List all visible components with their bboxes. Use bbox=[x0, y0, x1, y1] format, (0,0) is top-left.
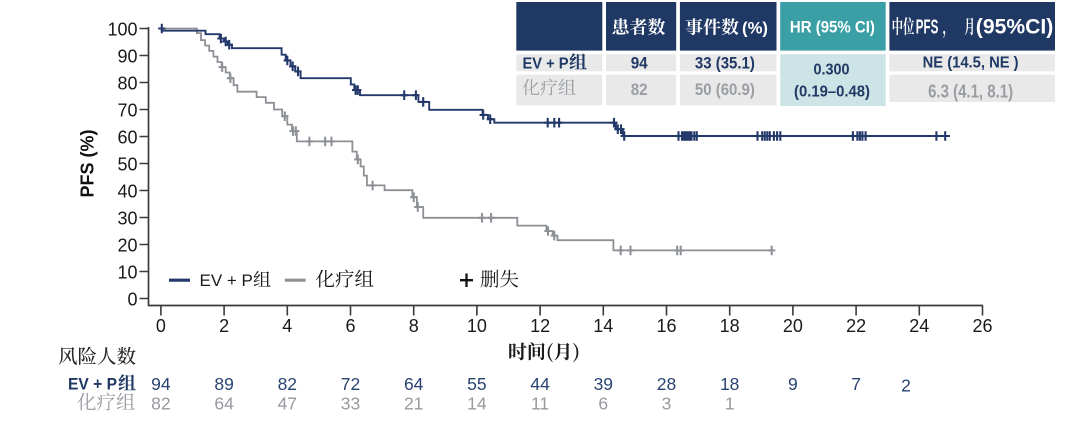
svg-text:8: 8 bbox=[409, 316, 419, 336]
svg-text:82: 82 bbox=[278, 374, 297, 394]
svg-text:72: 72 bbox=[341, 374, 360, 394]
svg-text:24: 24 bbox=[909, 316, 929, 336]
svg-text:94: 94 bbox=[151, 374, 171, 394]
svg-text:9: 9 bbox=[788, 374, 798, 394]
svg-text:14: 14 bbox=[467, 393, 487, 413]
svg-text:PFS (%): PFS (%) bbox=[78, 129, 98, 197]
svg-text:30: 30 bbox=[117, 209, 137, 229]
svg-text:94: 94 bbox=[631, 54, 648, 73]
svg-text:33: 33 bbox=[341, 393, 360, 413]
svg-text:55: 55 bbox=[467, 374, 486, 394]
svg-text:33 (35.1): 33 (35.1) bbox=[695, 54, 755, 73]
svg-text:(95%CI): (95%CI) bbox=[976, 16, 1054, 39]
svg-text:60: 60 bbox=[117, 128, 137, 148]
svg-text:2: 2 bbox=[219, 316, 229, 336]
svg-text:47: 47 bbox=[278, 393, 297, 413]
svg-text:18: 18 bbox=[720, 374, 739, 394]
svg-text:PFS: PFS bbox=[916, 17, 939, 39]
svg-text:64: 64 bbox=[404, 374, 424, 394]
svg-text:EV + P: EV + P bbox=[523, 56, 569, 73]
svg-text:(%): (%) bbox=[742, 19, 768, 38]
svg-text:10: 10 bbox=[467, 316, 487, 336]
svg-text:1: 1 bbox=[725, 393, 735, 413]
svg-text:10: 10 bbox=[117, 263, 137, 283]
svg-text:21: 21 bbox=[404, 393, 423, 413]
svg-text:EV + P: EV + P bbox=[200, 271, 253, 290]
svg-text:89: 89 bbox=[214, 374, 233, 394]
svg-text:6.3 (4.1, 8.1): 6.3 (4.1, 8.1) bbox=[928, 82, 1013, 102]
svg-text:90: 90 bbox=[117, 47, 137, 67]
svg-text:50: 50 bbox=[117, 155, 137, 175]
svg-text:6: 6 bbox=[598, 393, 608, 413]
svg-text:80: 80 bbox=[117, 74, 137, 94]
svg-text:16: 16 bbox=[656, 316, 676, 336]
svg-text:20: 20 bbox=[117, 236, 137, 256]
svg-text:EV + P: EV + P bbox=[68, 376, 117, 394]
svg-text:50 (60.9): 50 (60.9) bbox=[695, 80, 755, 99]
svg-text:82: 82 bbox=[151, 393, 170, 413]
svg-text:4: 4 bbox=[282, 316, 292, 336]
svg-text:7: 7 bbox=[851, 374, 861, 394]
svg-text:82: 82 bbox=[631, 80, 648, 99]
svg-text:NE (14.5, NE ): NE (14.5, NE ) bbox=[923, 55, 1019, 72]
svg-text:28: 28 bbox=[657, 374, 676, 394]
svg-text:0: 0 bbox=[127, 290, 137, 310]
svg-text:70: 70 bbox=[117, 101, 137, 121]
svg-text:12: 12 bbox=[530, 316, 550, 336]
svg-text:2: 2 bbox=[901, 376, 911, 396]
svg-text:6: 6 bbox=[345, 316, 355, 336]
svg-text:64: 64 bbox=[214, 393, 234, 413]
svg-text:HR (95% CI): HR (95% CI) bbox=[790, 19, 875, 37]
svg-text:22: 22 bbox=[846, 316, 866, 336]
svg-text:11: 11 bbox=[531, 393, 549, 413]
svg-text:0: 0 bbox=[156, 316, 166, 336]
svg-text:0.300: 0.300 bbox=[814, 62, 850, 79]
svg-text:26: 26 bbox=[972, 316, 992, 336]
svg-text:40: 40 bbox=[117, 182, 137, 202]
svg-text:44: 44 bbox=[530, 374, 550, 394]
svg-text:3: 3 bbox=[662, 393, 672, 413]
svg-text:39: 39 bbox=[594, 374, 613, 394]
svg-text:20: 20 bbox=[783, 316, 803, 336]
svg-text:14: 14 bbox=[593, 316, 613, 336]
svg-text:18: 18 bbox=[720, 316, 740, 336]
svg-text:(0.19–0.48): (0.19–0.48) bbox=[794, 84, 870, 101]
svg-text:100: 100 bbox=[107, 20, 137, 40]
